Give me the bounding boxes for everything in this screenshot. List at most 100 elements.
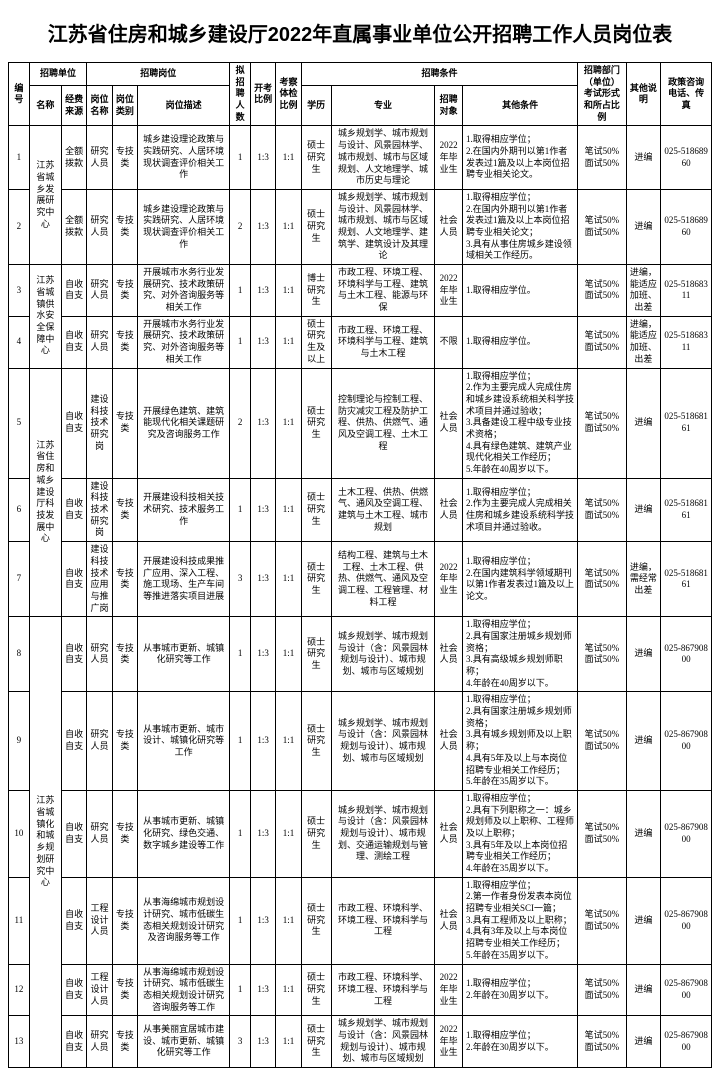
- cell: 1: [230, 316, 251, 368]
- cell: 12: [9, 964, 30, 1016]
- cell: 硕士研究生: [301, 1016, 331, 1068]
- h-exam: 招聘部门（单位）考试形式和所占比例: [578, 63, 626, 126]
- cell: 1:1: [276, 265, 301, 317]
- cell: 硕士研究生: [301, 790, 331, 877]
- cell: 025-86790800: [661, 1016, 712, 1068]
- cell: 自收自支: [61, 316, 86, 368]
- cell: 1.取得相应学位； 2.年龄在30周岁以下。: [462, 964, 577, 1016]
- cell: 开展建设科技相关技术研究、技术服务工作: [138, 478, 230, 541]
- cell: 硕士研究生: [301, 964, 331, 1016]
- cell: 城乡规划学、城市规划与设计（含：风景园林规划与设计）、城市规划、交通运输规划与管…: [331, 790, 435, 877]
- table-row: 2全额拨款研究人员专技类城乡建设理论政策与实践研究、人居环境现状调查评价相关工作…: [9, 189, 712, 264]
- cell: 1:1: [276, 790, 301, 877]
- cell: 1:3: [250, 790, 275, 877]
- cell: 硕士研究生: [301, 368, 331, 478]
- cell: 自收自支: [61, 692, 86, 791]
- cell: 城乡建设理论政策与实践研究、人居环境现状调查评价相关工作: [138, 126, 230, 189]
- cell: 进编，能适应加班、出差: [626, 265, 661, 317]
- table-row: 13自收自支研究人员专技类从事美丽宜居城市建设、城市更新、城镇化研究等工作31:…: [9, 1016, 712, 1068]
- cell: 1:1: [276, 964, 301, 1016]
- cell: 开展城市水务行业发展研究、技术政策研究、对外咨询服务等相关工作: [138, 265, 230, 317]
- h-unit: 招聘单位: [29, 63, 87, 86]
- cell: 市政工程、环境科学、环境工程、环境科学与工程: [331, 877, 435, 964]
- cell: 1:1: [276, 478, 301, 541]
- table-row: 4自收自支研究人员专技类开展城市水务行业发展研究、技术政策研究、对外咨询服务等相…: [9, 316, 712, 368]
- h-unit-name: 名称: [29, 86, 61, 126]
- cell: 从事城市更新、城市设计、城镇化研究等工作: [138, 692, 230, 791]
- h-pos-name: 岗位名称: [87, 86, 112, 126]
- h-pos: 招聘岗位: [87, 63, 230, 86]
- table-row: 11自收自支工程设计人员专技类从事海绵城市规划设计研究、城市低碳生态相关规划设计…: [9, 877, 712, 964]
- h-target: 招聘对象: [435, 86, 463, 126]
- cell: 进编: [626, 790, 661, 877]
- cell: 1:3: [250, 964, 275, 1016]
- cell: 025-86790800: [661, 617, 712, 692]
- cell: 1.取得相应学位； 2.在国内外期刊以第1作者发表过1篇及以上本岗位招聘专业相关…: [462, 126, 577, 189]
- cell: 025-86790800: [661, 877, 712, 964]
- cell: 1:1: [276, 368, 301, 478]
- cell: 2022年毕业生: [435, 1016, 463, 1068]
- cell: 笔试50% 面试50%: [578, 1016, 626, 1068]
- cell: 社会人员: [435, 478, 463, 541]
- cell: 2: [9, 189, 30, 264]
- cell: 进编: [626, 126, 661, 189]
- cell: 2022年毕业生: [435, 542, 463, 617]
- cell: 土木工程、供热、供燃气、通风及空调工程、建筑与土木工程、城市规划: [331, 478, 435, 541]
- cell: 1.取得相应学位； 2.作为主要完成人完成住房和城乡建设系统相关科学技术项目并通…: [462, 368, 577, 478]
- cell: 建设科技技术研究岗: [87, 478, 112, 541]
- cell: 专技类: [112, 126, 137, 189]
- cell: 从事美丽宜居城市建设、城市更新、城镇化研究等工作: [138, 1016, 230, 1068]
- h-other: 其他条件: [462, 86, 577, 126]
- cell: 研究人员: [87, 617, 112, 692]
- cell: 专技类: [112, 316, 137, 368]
- cell: 11: [9, 877, 30, 964]
- cell: 开展绿色建筑、建筑能现代化相关课题研究及咨询服务工作: [138, 368, 230, 478]
- table-row: 5江苏省住房和城乡建设厅科技发展中心自收自支建设科技技术研究岗专技类开展绿色建筑…: [9, 368, 712, 478]
- h-r2: 考察体检比例: [276, 63, 301, 126]
- cell: 笔试50% 面试50%: [578, 316, 626, 368]
- cell: 社会人员: [435, 617, 463, 692]
- cell: 1:3: [250, 478, 275, 541]
- cell: 1:3: [250, 877, 275, 964]
- cell: 自收自支: [61, 478, 86, 541]
- cell: 江苏省城镇供水安全保障中心: [29, 265, 61, 369]
- cell: 硕士研究生: [301, 542, 331, 617]
- cell: 5: [9, 368, 30, 478]
- cell: 城乡规划学、城市规划与设计（含：风景园林规划与设计）、城市规划、城市与区域规划: [331, 692, 435, 791]
- cell: 1: [9, 126, 30, 189]
- table-row: 7自收自支建设科技技术应用与推广岗专技类开展建设科技成果推广应用、深入工程、施工…: [9, 542, 712, 617]
- cell: 专技类: [112, 368, 137, 478]
- cell: 工程设计人员: [87, 877, 112, 964]
- cell: 自收自支: [61, 265, 86, 317]
- cell: 专技类: [112, 617, 137, 692]
- cell: 硕士研究生: [301, 617, 331, 692]
- table-body: 1江苏省城乡发展研究中心全额拨款研究人员专技类城乡建设理论政策与实践研究、人居环…: [9, 126, 712, 1068]
- cell: 从事海绵城市规划设计研究、城市低碳生态相关规划设计研究咨询服务等工作: [138, 964, 230, 1016]
- cell: 从事海绵城市规划设计研究、城市低碳生态相关规划设计研究及咨询服务等工作: [138, 877, 230, 964]
- cell: 建设科技技术研究岗: [87, 368, 112, 478]
- cell: 自收自支: [61, 368, 86, 478]
- h-pos-cat: 岗位类别: [112, 86, 137, 126]
- cell: 硕士研究生: [301, 877, 331, 964]
- cell: 4: [9, 316, 30, 368]
- h-cond: 招聘条件: [301, 63, 578, 86]
- h-unit-fund: 经费来源: [61, 86, 86, 126]
- cell: 硕士研究生: [301, 478, 331, 541]
- cell: 控制理论与控制工程、防灾减灾工程及防护工程、供热、供燃气、通风及空调工程、土木工…: [331, 368, 435, 478]
- cell: 1:1: [276, 692, 301, 791]
- cell: 1.取得相应学位。: [462, 316, 577, 368]
- cell: 8: [9, 617, 30, 692]
- cell: 1:3: [250, 1016, 275, 1068]
- cell: 进编: [626, 964, 661, 1016]
- recruitment-table: 编号 招聘单位 招聘岗位 拟招聘人数 开考比例 考察体检比例 招聘条件 招聘部门…: [8, 62, 712, 1068]
- cell: 025-86790800: [661, 692, 712, 791]
- cell: 江苏省城乡发展研究中心: [29, 126, 61, 265]
- cell: 笔试50% 面试50%: [578, 790, 626, 877]
- h-num: 拟招聘人数: [230, 63, 251, 126]
- table-row: 8江苏省城镇化和城乡规划研究中心自收自支研究人员专技类从事城市更新、城镇化研究等…: [9, 617, 712, 692]
- cell: 城乡规划学、城市规划与设计（含：风景园林规划与设计）、城市规划、城市与区域规划: [331, 1016, 435, 1068]
- cell: 进编，需经常出差: [626, 542, 661, 617]
- cell: 1:1: [276, 126, 301, 189]
- cell: 1:3: [250, 368, 275, 478]
- h-pos-desc: 岗位描述: [138, 86, 230, 126]
